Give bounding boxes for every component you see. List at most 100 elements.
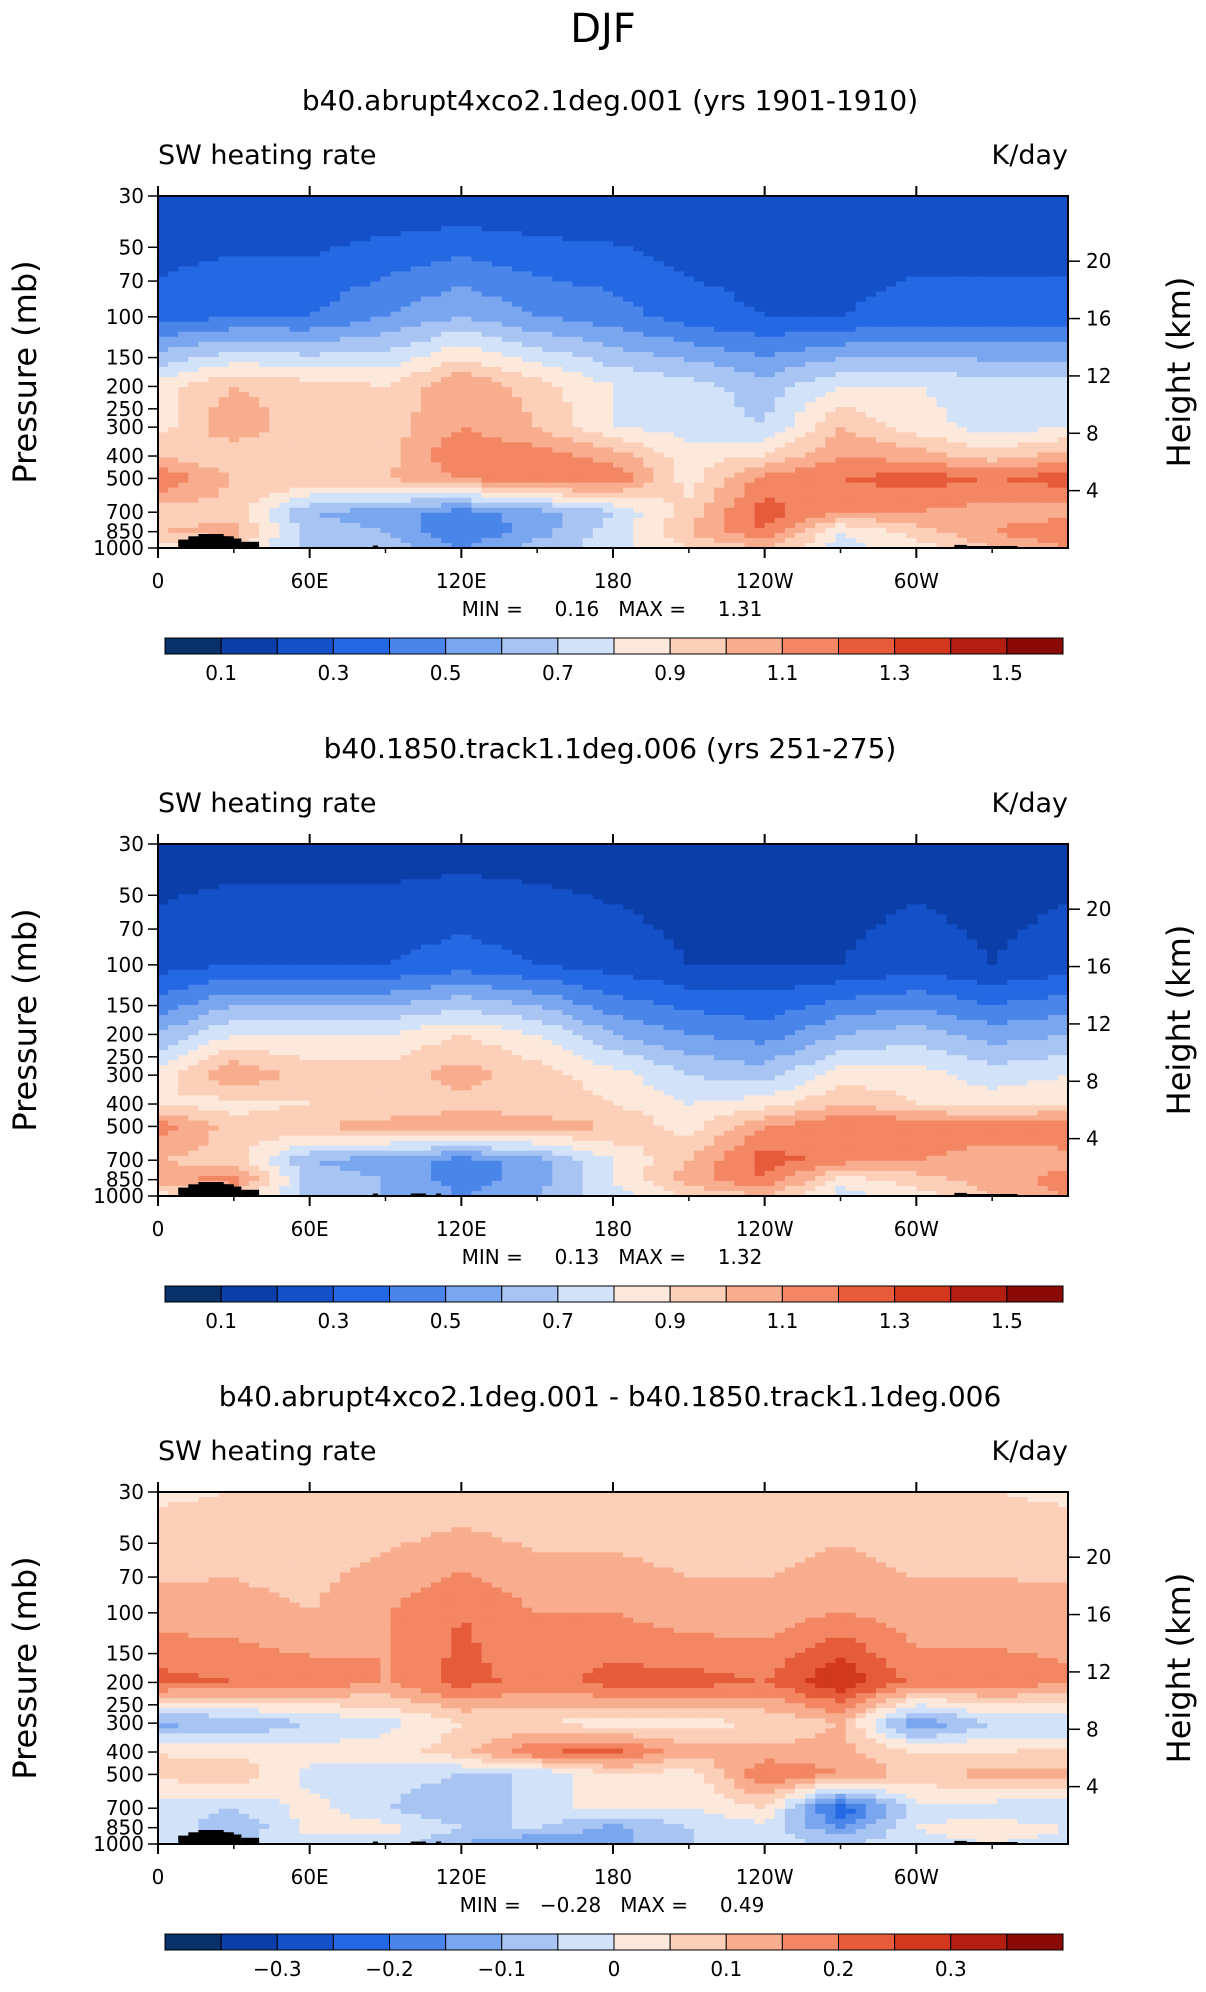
heat-cell: [411, 236, 422, 242]
heat-cell: [987, 402, 998, 408]
heat-cell: [219, 473, 230, 479]
heat-cell: [1007, 281, 1018, 287]
heat-cell: [269, 251, 280, 257]
heat-cell: [259, 287, 270, 293]
heat-cell: [795, 342, 806, 348]
heat-cell: [471, 206, 482, 212]
heat-cell: [886, 337, 897, 343]
heat-cell: [300, 362, 311, 368]
heat-cell: [451, 231, 462, 237]
heat-cell: [289, 457, 300, 463]
heat-cell: [1017, 342, 1028, 348]
heat-cell: [957, 342, 968, 348]
heat-cell: [724, 367, 735, 373]
heat-cell: [492, 427, 503, 433]
heat-cell: [289, 392, 300, 398]
heat-cell: [755, 206, 766, 212]
heat-cell: [441, 211, 452, 217]
heat-cell: [340, 442, 351, 448]
heat-cell: [684, 392, 695, 398]
heat-cell: [168, 362, 179, 368]
heat-cell: [300, 281, 311, 287]
heat-cell: [320, 372, 331, 378]
heat-cell: [178, 407, 189, 413]
heat-cell: [937, 221, 948, 227]
heat-cell: [259, 457, 270, 463]
heat-cell: [846, 447, 857, 453]
heat-cell: [219, 206, 230, 212]
heat-cell: [482, 382, 493, 388]
heat-cell: [765, 236, 776, 242]
heat-cell: [522, 473, 533, 479]
heat-cell: [603, 312, 614, 318]
heat-cell: [289, 287, 300, 293]
heat-cell: [482, 468, 493, 474]
heat-cell: [289, 317, 300, 323]
heat-cell: [310, 241, 321, 247]
heat-cell: [674, 412, 685, 418]
heat-cell: [835, 302, 846, 308]
heat-cell: [744, 397, 755, 403]
heat-cell: [896, 332, 907, 338]
heat-cell: [259, 276, 270, 282]
heat-cell: [734, 317, 745, 323]
heat-cell: [694, 276, 705, 282]
heat-cell: [441, 342, 452, 348]
heat-cell: [1058, 412, 1069, 418]
heat-cell: [674, 241, 685, 247]
heat-cell: [401, 201, 412, 207]
heat-cell: [300, 412, 311, 418]
heat-cell: [866, 432, 877, 438]
heat-cell: [300, 468, 311, 474]
heat-cell: [158, 457, 169, 463]
heat-cell: [613, 412, 624, 418]
heat-cell: [987, 362, 998, 368]
heat-cell: [926, 382, 937, 388]
heat-cell: [755, 307, 766, 313]
heat-cell: [380, 221, 391, 227]
heat-cell: [957, 211, 968, 217]
heat-cell: [825, 327, 836, 333]
heat-cell: [249, 427, 260, 433]
heat-cell: [269, 236, 280, 242]
heat-cell: [310, 447, 321, 453]
heat-cell: [219, 226, 230, 232]
heat-cell: [714, 392, 725, 398]
heat-cell: [1007, 256, 1018, 262]
heat-cell: [714, 312, 725, 318]
heat-cell: [178, 256, 189, 262]
heat-cell: [562, 382, 573, 388]
heat-cell: [977, 226, 988, 232]
heat-cell: [1058, 362, 1069, 368]
heat-cell: [482, 402, 493, 408]
heat-cell: [623, 427, 634, 433]
heat-cell: [714, 397, 725, 403]
heat-cell: [168, 206, 179, 212]
heat-cell: [916, 231, 927, 237]
heat-cell: [492, 302, 503, 308]
heat-cell: [209, 397, 220, 403]
heat-cell: [340, 216, 351, 222]
heat-cell: [198, 357, 209, 363]
heat-cell: [1058, 211, 1069, 217]
heat-cell: [977, 357, 988, 363]
heat-cell: [775, 377, 786, 383]
heat-cell: [451, 206, 462, 212]
heat-cell: [856, 236, 867, 242]
heat-cell: [886, 352, 897, 358]
heat-cell: [552, 317, 563, 323]
heat-cell: [320, 327, 331, 333]
heat-cell: [694, 226, 705, 232]
heat-cell: [846, 317, 857, 323]
heat-cell: [1028, 241, 1039, 247]
heat-cell: [603, 231, 614, 237]
heat-cell: [562, 266, 573, 272]
heat-cell: [785, 397, 796, 403]
heat-cell: [492, 372, 503, 378]
heat-cell: [714, 427, 725, 433]
heat-cell: [724, 422, 735, 428]
heat-cell: [876, 241, 887, 247]
heat-cell: [512, 281, 523, 287]
heat-cell: [886, 367, 897, 373]
heat-cell: [512, 392, 523, 398]
